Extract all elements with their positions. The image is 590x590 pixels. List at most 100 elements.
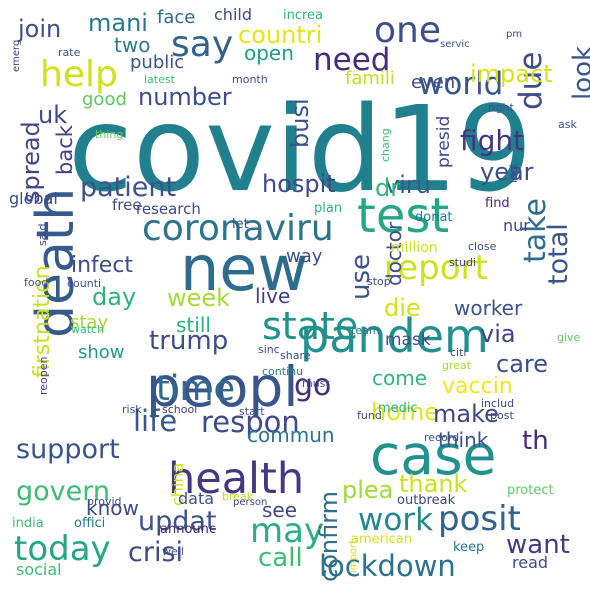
word-one: one — [374, 10, 441, 51]
word-uk: uk — [38, 101, 68, 129]
word-presid: presid — [434, 115, 454, 168]
word-sinc: sinc — [258, 343, 280, 356]
word-day: day — [92, 283, 137, 311]
word-rate: rate — [58, 46, 81, 59]
word-patient: patient — [80, 172, 177, 203]
word-post: post — [490, 409, 514, 422]
word-know: know — [86, 496, 139, 520]
word-servic: servic — [440, 39, 470, 50]
word-start: start — [239, 405, 265, 418]
word-confirm: confirm — [315, 490, 343, 582]
word-chang: chang — [379, 128, 392, 162]
word-report: report — [384, 248, 488, 288]
word-research: research — [136, 200, 201, 218]
word-number: number — [138, 83, 232, 111]
word-infect: infect — [71, 253, 134, 278]
word-join: join — [18, 15, 62, 43]
word-studi: studi — [449, 256, 477, 269]
word-think: think — [438, 428, 489, 452]
word-health: health — [168, 454, 305, 504]
word-good: good — [82, 89, 127, 110]
word-vaccin: vaccin — [442, 374, 513, 399]
word-find: find — [485, 196, 510, 211]
word-school: school — [162, 403, 198, 416]
word-care: care — [496, 350, 549, 378]
word-increa: increa — [283, 8, 324, 23]
word-support: support — [16, 434, 120, 465]
word-public: public — [130, 52, 185, 73]
word-respon: respon — [201, 405, 300, 439]
word-busi: busi — [286, 98, 314, 148]
word-last: last — [507, 163, 520, 183]
word-person: person — [233, 497, 268, 508]
word-food: food — [24, 276, 49, 289]
word-free: free — [112, 196, 142, 214]
word-say: say — [171, 24, 234, 65]
word-india: india — [12, 516, 44, 531]
word-team: team — [351, 324, 380, 337]
word-ask: ask — [558, 118, 577, 131]
word-go: go — [294, 368, 332, 403]
word-social: social — [16, 560, 62, 579]
word-face: face — [157, 7, 196, 28]
word-latest: latest — [144, 73, 175, 86]
word-million: million — [391, 240, 438, 256]
word-outbreak: outbreak — [397, 493, 456, 508]
word-data: data — [178, 489, 215, 508]
word-provid: provid — [87, 495, 122, 508]
word-stay: stay — [70, 312, 109, 333]
word-make: make — [433, 400, 499, 428]
word-keep: keep — [453, 540, 485, 555]
word-close: close — [468, 240, 497, 253]
word-lockdown: lockdown — [319, 549, 456, 583]
word-call: call — [258, 543, 303, 573]
word-month: month — [232, 73, 268, 86]
word-work: work — [358, 502, 434, 538]
word-come: come — [372, 366, 428, 390]
word-open: open — [244, 41, 294, 65]
word-total: total — [543, 223, 574, 285]
word-announc: announc — [160, 522, 217, 537]
word-live: live — [255, 284, 291, 308]
word-countri: countri — [238, 21, 323, 49]
word-fight: fight — [460, 124, 525, 157]
word-plan: plan — [314, 201, 343, 216]
word-well: well — [162, 545, 184, 558]
word-said: said — [36, 223, 49, 246]
word-back: back — [53, 125, 77, 175]
word-case: case — [370, 423, 497, 487]
word-child: child — [214, 5, 252, 24]
word-mani: mani — [88, 9, 148, 37]
word-crisi: crisi — [128, 537, 184, 568]
word-offici: offici — [74, 516, 106, 531]
word-mask: mask — [385, 330, 431, 350]
word-famili: famili — [345, 68, 395, 89]
word-risk: risk — [122, 403, 142, 416]
word-watch: watch — [71, 323, 105, 336]
word-right: right — [488, 101, 514, 114]
word-pm: pm — [506, 29, 523, 40]
word-medic: medic — [378, 401, 418, 416]
word-test: test — [357, 188, 450, 244]
word-great: great — [442, 359, 472, 372]
word-stop: stop — [367, 275, 391, 288]
word-posit: posit — [438, 499, 521, 539]
word-today: today — [14, 529, 111, 569]
word-worker: worker — [454, 296, 523, 320]
word-show: show — [78, 342, 125, 363]
word-plea: plea — [342, 476, 394, 504]
word-look: look — [568, 45, 590, 100]
word-may: may — [250, 511, 325, 551]
word-thing: thing — [95, 128, 124, 141]
word-year: year — [480, 158, 534, 186]
word-still: still — [176, 313, 211, 337]
word-covid19: covid19 — [68, 80, 533, 218]
word-way: way — [286, 246, 323, 267]
word-even: even — [411, 72, 456, 93]
word-break: break — [222, 490, 254, 503]
word-life: life — [133, 404, 178, 438]
word-see: see — [262, 498, 298, 522]
word-world: world — [418, 66, 504, 102]
word-thank: thank — [399, 470, 468, 498]
